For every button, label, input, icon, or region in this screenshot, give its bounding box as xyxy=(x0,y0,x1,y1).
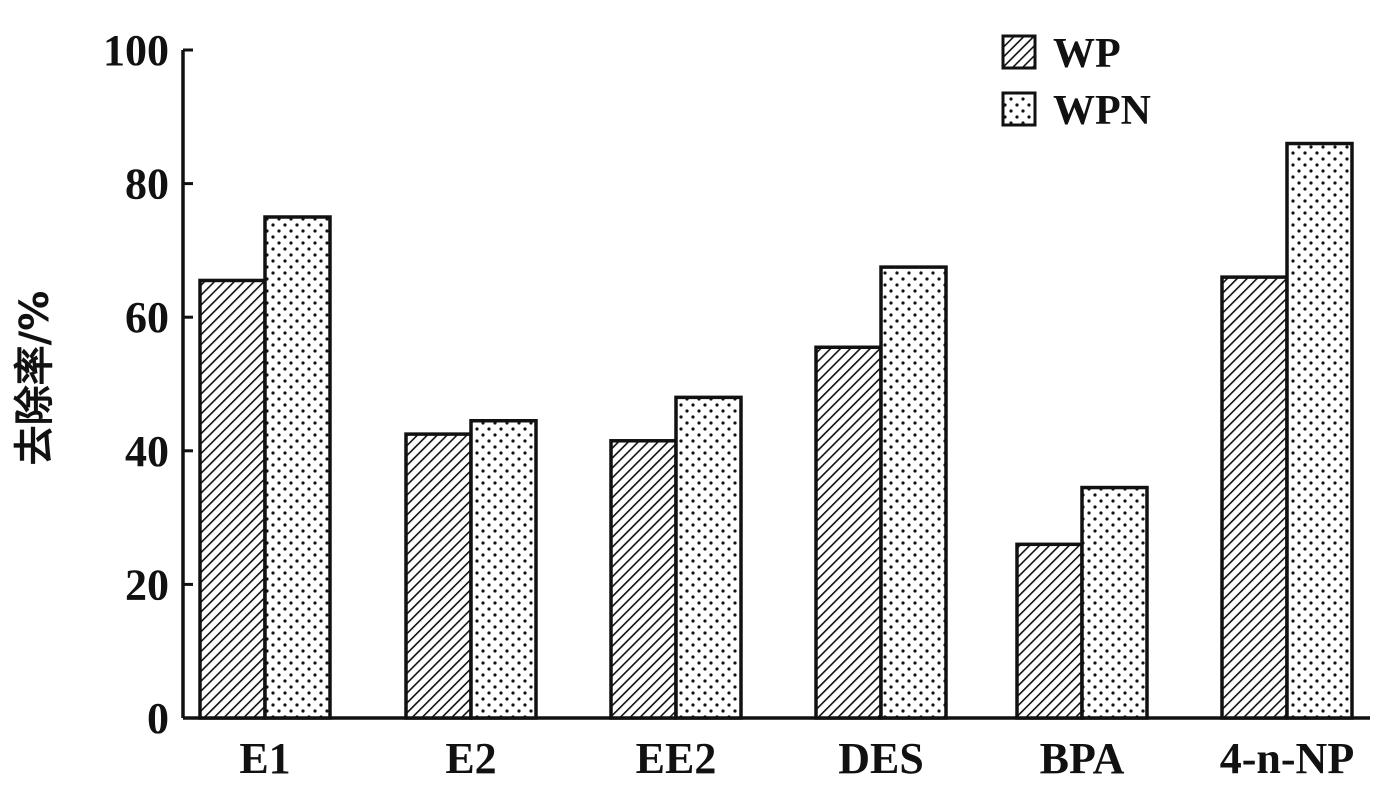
legend-swatch-wp xyxy=(1001,34,1037,70)
legend-label-wp: WP xyxy=(1053,31,1121,77)
y-tick-label: 60 xyxy=(125,293,169,342)
y-axis-title: 去除率/% xyxy=(12,291,58,466)
y-tick-label: 40 xyxy=(125,427,169,476)
x-category-label: 4-n-NP xyxy=(1220,734,1354,783)
bar-wpn-e2 xyxy=(469,418,538,720)
axes xyxy=(181,48,1370,720)
bar-wpn-4-n-np xyxy=(1285,141,1354,720)
y-tick-label: 80 xyxy=(125,160,169,209)
bar-wp-bpa xyxy=(1015,542,1084,720)
bar-wpn-e1 xyxy=(263,215,332,720)
y-tick-label: 20 xyxy=(125,560,169,609)
bar-wp-des xyxy=(814,345,883,720)
x-category-label: BPA xyxy=(1040,734,1125,783)
bar-wpn-bpa xyxy=(1080,485,1149,720)
y-tick-label: 0 xyxy=(147,694,169,743)
bar-wp-e1 xyxy=(198,278,267,720)
x-category-label: E2 xyxy=(445,734,496,783)
y-tick-label: 100 xyxy=(103,26,169,75)
labels: 0 20 40 60 80 100 E1 E2 EE2 DES BPA 4-n-NP xyxy=(103,26,1354,783)
legend: WP WPN xyxy=(1001,31,1151,134)
legend-swatch-wpn xyxy=(1001,91,1037,127)
x-category-label: EE2 xyxy=(636,734,717,783)
bar-wpn-des xyxy=(879,265,948,720)
bar-wp-e2 xyxy=(404,432,473,720)
bar-wp-4-n-np xyxy=(1220,275,1289,720)
x-category-label: E1 xyxy=(239,734,290,783)
bars xyxy=(198,141,1354,720)
bar-wpn-ee2 xyxy=(674,395,743,720)
bar-wp-ee2 xyxy=(609,439,678,720)
legend-label-wpn: WPN xyxy=(1053,88,1151,134)
x-category-label: DES xyxy=(838,734,924,783)
